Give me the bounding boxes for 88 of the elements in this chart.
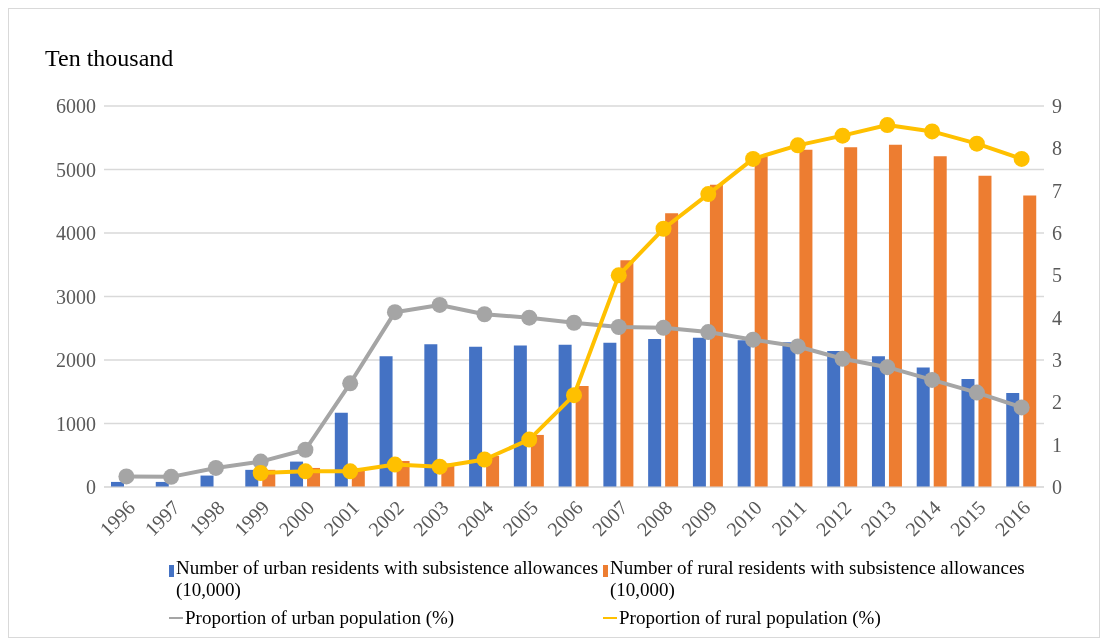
point — [655, 220, 672, 237]
bar — [871, 356, 885, 487]
point — [207, 459, 224, 476]
y2-tick-label: 9 — [1052, 95, 1062, 118]
bar — [648, 339, 662, 487]
x-tick-label: 2011 — [767, 496, 811, 540]
point — [342, 375, 359, 392]
bar — [1006, 393, 1020, 487]
x-tick-label: 1999 — [229, 496, 274, 541]
point — [252, 465, 269, 482]
point — [118, 468, 135, 485]
point — [386, 304, 403, 321]
point — [521, 309, 538, 326]
bar — [513, 345, 527, 487]
y2-tick-label: 8 — [1052, 137, 1062, 160]
y2-tick-label: 3 — [1052, 349, 1062, 372]
y-tick-label: 3000 — [56, 285, 96, 308]
point — [879, 359, 896, 376]
bar — [620, 260, 634, 487]
point — [879, 117, 896, 134]
bar — [709, 184, 723, 487]
point — [789, 338, 806, 355]
y-tick-label: 1000 — [56, 412, 96, 435]
bar — [1023, 195, 1037, 487]
point — [968, 384, 985, 401]
point — [297, 463, 314, 480]
y2-tick-label: 1 — [1052, 433, 1062, 456]
bar — [424, 344, 438, 487]
bar — [692, 337, 706, 487]
point — [610, 318, 627, 335]
y-tick-label: 4000 — [56, 222, 96, 245]
bar — [575, 386, 589, 487]
y-tick-label: 2000 — [56, 349, 96, 372]
legend-label: Proportion of urban population (%) — [185, 607, 455, 629]
legend-label: Number of urban residents with subsistence allowances (10,000) — [176, 557, 599, 601]
point — [700, 324, 717, 341]
point — [342, 463, 359, 480]
y2-tick-label: 4 — [1052, 306, 1062, 329]
point — [745, 150, 762, 167]
bar — [558, 344, 572, 487]
bar — [978, 175, 992, 487]
y-tick-label: 6000 — [56, 95, 96, 118]
point — [1013, 399, 1030, 416]
bar — [782, 342, 796, 487]
point — [655, 319, 672, 336]
point — [297, 441, 314, 458]
point — [924, 123, 941, 140]
bar — [827, 351, 841, 487]
y-tick-label: 5000 — [56, 158, 96, 181]
y2-tick-label: 7 — [1052, 179, 1062, 202]
bar — [844, 147, 858, 487]
bar — [754, 156, 768, 487]
point — [924, 371, 941, 388]
y-tick-label: 0 — [86, 476, 96, 499]
point — [476, 306, 493, 323]
point — [610, 267, 627, 284]
point — [521, 431, 538, 448]
legend-label: Proportion of rural population (%) — [619, 607, 881, 629]
point — [431, 296, 448, 313]
bar — [933, 156, 947, 487]
y2-tick-label: 6 — [1052, 222, 1062, 245]
point — [566, 387, 582, 404]
point — [163, 468, 180, 485]
point — [386, 456, 403, 473]
point — [834, 350, 851, 367]
point — [700, 186, 717, 203]
y-axis-title: Ten thousand — [45, 45, 174, 72]
point — [476, 451, 493, 468]
point — [789, 137, 806, 154]
bar — [799, 149, 813, 487]
bar — [603, 342, 617, 487]
y2-tick-label: 5 — [1052, 264, 1062, 287]
y2-tick-label: 0 — [1052, 476, 1062, 499]
bar — [888, 144, 902, 487]
bar — [916, 367, 930, 487]
point — [431, 458, 448, 475]
bar — [379, 356, 393, 487]
point — [834, 127, 851, 144]
point — [968, 135, 985, 152]
bar — [961, 379, 975, 487]
y2-tick-label: 2 — [1052, 391, 1062, 414]
bar — [469, 346, 483, 487]
legend-label: Number of rural residents with subsistence allowances (10,000) — [610, 557, 1026, 601]
point — [566, 314, 582, 331]
bar — [665, 213, 679, 487]
point — [1013, 150, 1030, 167]
bar — [737, 340, 751, 487]
point — [745, 331, 762, 348]
